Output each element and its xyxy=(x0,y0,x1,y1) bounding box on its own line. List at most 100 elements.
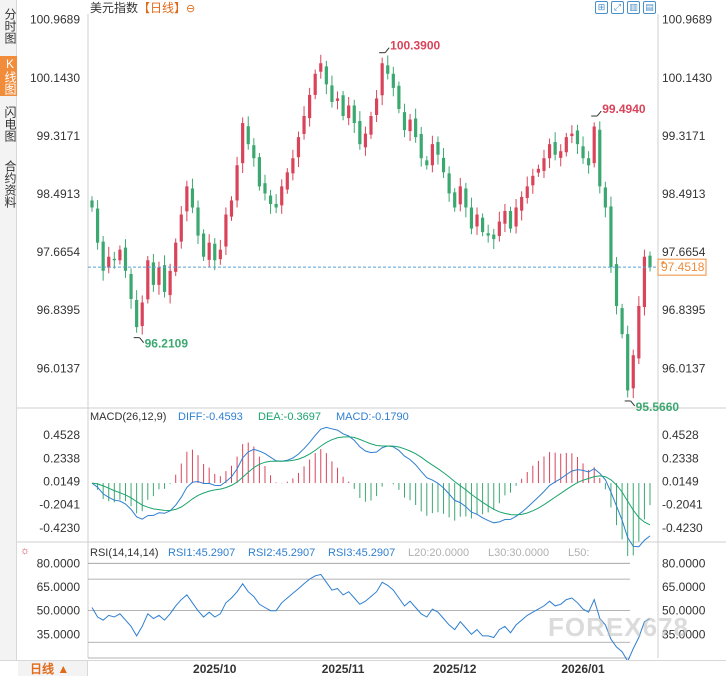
price-tick-right: 99.3171 xyxy=(662,129,706,143)
candle-body xyxy=(274,203,278,208)
candle-body xyxy=(603,187,607,208)
candle-body xyxy=(246,126,250,145)
sidebar-tab-2[interactable]: 闪电图 xyxy=(3,106,17,142)
candle-body xyxy=(263,183,267,194)
candle-body xyxy=(453,192,457,208)
candle-body xyxy=(112,258,116,261)
candle-body xyxy=(469,207,474,229)
candle-body xyxy=(447,173,451,194)
candle-body xyxy=(369,116,373,135)
macd-tick-left: 0.2338 xyxy=(43,451,80,465)
candle-body xyxy=(302,116,306,134)
candle-body xyxy=(614,264,619,306)
rsi-label-3: L20:20.0000 xyxy=(408,547,469,559)
rsi-tick-left: 80.0000 xyxy=(37,556,81,570)
period-selector-button[interactable]: 日线 ▲ xyxy=(18,661,88,676)
candle-body xyxy=(481,217,485,233)
candle-body xyxy=(620,308,624,335)
candle-body xyxy=(308,94,312,119)
sidebar-tab-1[interactable]: K线图 xyxy=(0,56,17,96)
date-tick-label: 2025/12 xyxy=(432,662,477,676)
candle-body xyxy=(642,256,647,308)
rsi-label-1: RSI2:45.2907 xyxy=(248,547,315,559)
period-settings-icon[interactable]: ⊖ xyxy=(186,3,195,15)
candle-body xyxy=(626,334,630,391)
fullscreen-icon[interactable]: ⊞ xyxy=(595,1,608,14)
rsi-tick-right: 80.0000 xyxy=(662,556,706,570)
candle-body xyxy=(229,200,234,217)
candle-body xyxy=(397,85,401,109)
sidebar-tab-3[interactable]: 合约资料 xyxy=(3,160,17,208)
macd-tick-left: -0.4230 xyxy=(39,521,80,535)
expand-icon[interactable]: ⤢ xyxy=(611,1,624,14)
extreme-leader xyxy=(596,110,602,117)
current-price-box xyxy=(657,258,707,276)
candle-body xyxy=(107,256,111,268)
candle-body xyxy=(241,123,245,164)
price-tick-left: 100.1430 xyxy=(30,71,80,85)
candle-body xyxy=(581,146,585,159)
candle-body xyxy=(352,105,356,124)
candle-body xyxy=(363,133,368,148)
rsi-tick-left: 65.0000 xyxy=(37,580,81,594)
price-tick-right: 100.1430 xyxy=(662,71,712,85)
rsi-title: RSI(14,14,14) xyxy=(90,547,158,559)
rsi-tick-right: 65.0000 xyxy=(662,580,706,594)
candle-body xyxy=(280,186,284,206)
candle-body xyxy=(90,200,94,208)
date-tick-label: 2026/01 xyxy=(561,662,605,676)
candle-body xyxy=(547,144,552,159)
candle-body xyxy=(268,195,273,204)
candle-body xyxy=(458,186,462,205)
macd-diff-label: DIFF:-0.4593 xyxy=(178,411,243,423)
candle-body xyxy=(492,234,496,240)
candle-body xyxy=(648,255,652,268)
price-tick-left: 97.6654 xyxy=(37,245,81,259)
candle-body xyxy=(347,105,351,119)
indicator-settings-icon[interactable]: ☼ xyxy=(20,545,30,557)
candle-body xyxy=(257,157,261,187)
candle-body xyxy=(135,300,139,328)
candle-body xyxy=(536,168,540,173)
settings-panel-icon[interactable]: ▤ xyxy=(643,1,656,14)
candle-body xyxy=(95,208,100,243)
price-tick-right: 96.0137 xyxy=(662,361,706,375)
sidebar: 分时图 K线图闪电图合约资料 xyxy=(0,0,17,660)
candle-body xyxy=(330,85,334,102)
macd-tick-left: -0.2041 xyxy=(39,498,80,512)
candle-body xyxy=(475,214,479,227)
candle-body xyxy=(380,63,384,96)
candle-body xyxy=(631,355,635,389)
candle-body xyxy=(341,95,345,117)
rsi-tick-left: 50.0000 xyxy=(37,604,81,618)
sidebar-tab-0[interactable]: 分时图 xyxy=(3,8,17,44)
candle-body xyxy=(162,265,167,292)
candle-body xyxy=(185,186,189,212)
candle-body xyxy=(408,119,412,132)
price-tick-right: 97.6654 xyxy=(662,245,706,259)
candle-body xyxy=(441,157,446,173)
macd-tick-right: -0.4230 xyxy=(662,521,703,535)
candle-body xyxy=(358,120,362,145)
candle-body xyxy=(252,145,256,159)
candle-body xyxy=(575,130,580,145)
candle-body xyxy=(570,133,574,137)
candle-body xyxy=(123,247,128,271)
rsi-tick-right: 35.0000 xyxy=(662,627,706,641)
chart-title: 美元指数 xyxy=(90,0,138,15)
price-tick-left: 100.9689 xyxy=(30,13,80,27)
candle-body xyxy=(218,249,222,260)
candle-body xyxy=(324,66,328,85)
candle-body xyxy=(168,270,172,296)
chart-area[interactable]: 美元指数 【日线】 ⊖ 100.9689 100.9689 100.1430 100.143… xyxy=(0,0,726,660)
candle-body xyxy=(531,175,535,186)
macd-dea-label: DEA:-0.3697 xyxy=(258,411,321,423)
candle-body xyxy=(146,260,150,300)
candle-body xyxy=(374,98,379,115)
chart-type-icon[interactable]: ▥ xyxy=(627,1,640,14)
date-tick-label: 2025/10 xyxy=(193,662,237,676)
date-tick-label: 2025/11 xyxy=(321,662,365,676)
candle-body xyxy=(386,65,390,74)
candle-body xyxy=(224,214,228,247)
candle-body xyxy=(598,129,602,187)
